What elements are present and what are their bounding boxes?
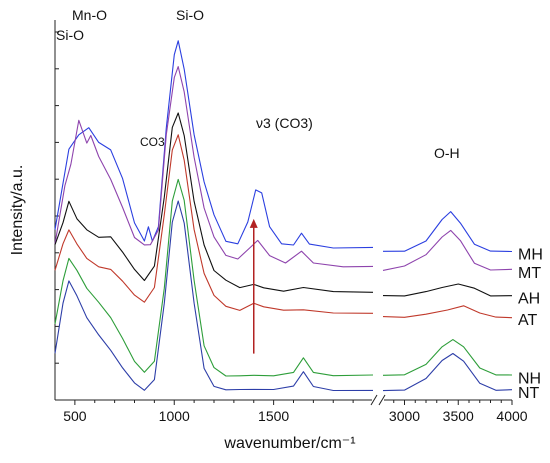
x-tick-label: 1500 [258,408,289,424]
annotation-co3: CO3 [140,135,165,149]
series-line-mh [382,211,513,253]
series-line-ah [54,112,374,293]
series-label-nh: NH [518,370,541,387]
x-tick-label: 1000 [159,408,190,424]
series-line-mt [54,66,374,268]
x-tick-label: 3500 [443,408,474,424]
series-label-mh: MH [518,247,543,264]
x-tick-label: 3000 [389,408,420,424]
y-axis-title: Intensity/a.u. [9,165,26,256]
series-layer [54,40,513,392]
series-line-ah [382,283,513,297]
series-line-at [54,134,374,314]
series-line-nh [54,178,374,377]
annotation-layer: Mn-O Si-O Si-O CO3 ν3 (CO3) O-H [56,7,460,354]
series-line-nt [382,352,513,392]
annotation-mn-o: Mn-O [72,7,107,23]
series-line-nt [54,200,374,392]
series-line-mt [382,229,513,271]
series-label-at: AT [518,312,537,329]
series-label-ah: AH [518,290,540,307]
axis-break-mark [378,394,386,406]
annotation-si-o-left: Si-O [56,27,84,43]
annotation-si-o-center: Si-O [176,7,204,23]
x-tick-label: 500 [63,408,87,424]
series-line-at [382,305,513,319]
axes: 500 1000 1500 3000 3500 4000 [54,20,528,424]
arrow-head [249,218,258,228]
annotation-v3-co3: ν3 (CO3) [256,115,313,131]
x-axis-title: wavenumber/cm⁻¹ [223,435,355,452]
series-line-mh [54,40,374,249]
axis-break-mark [370,394,378,406]
x-tick-label: 4000 [496,408,527,424]
series-line-nh [382,339,513,376]
annotation-o-h: O-H [434,145,460,161]
series-label-mt: MT [518,265,541,282]
series-label-nt: NT [518,385,540,402]
